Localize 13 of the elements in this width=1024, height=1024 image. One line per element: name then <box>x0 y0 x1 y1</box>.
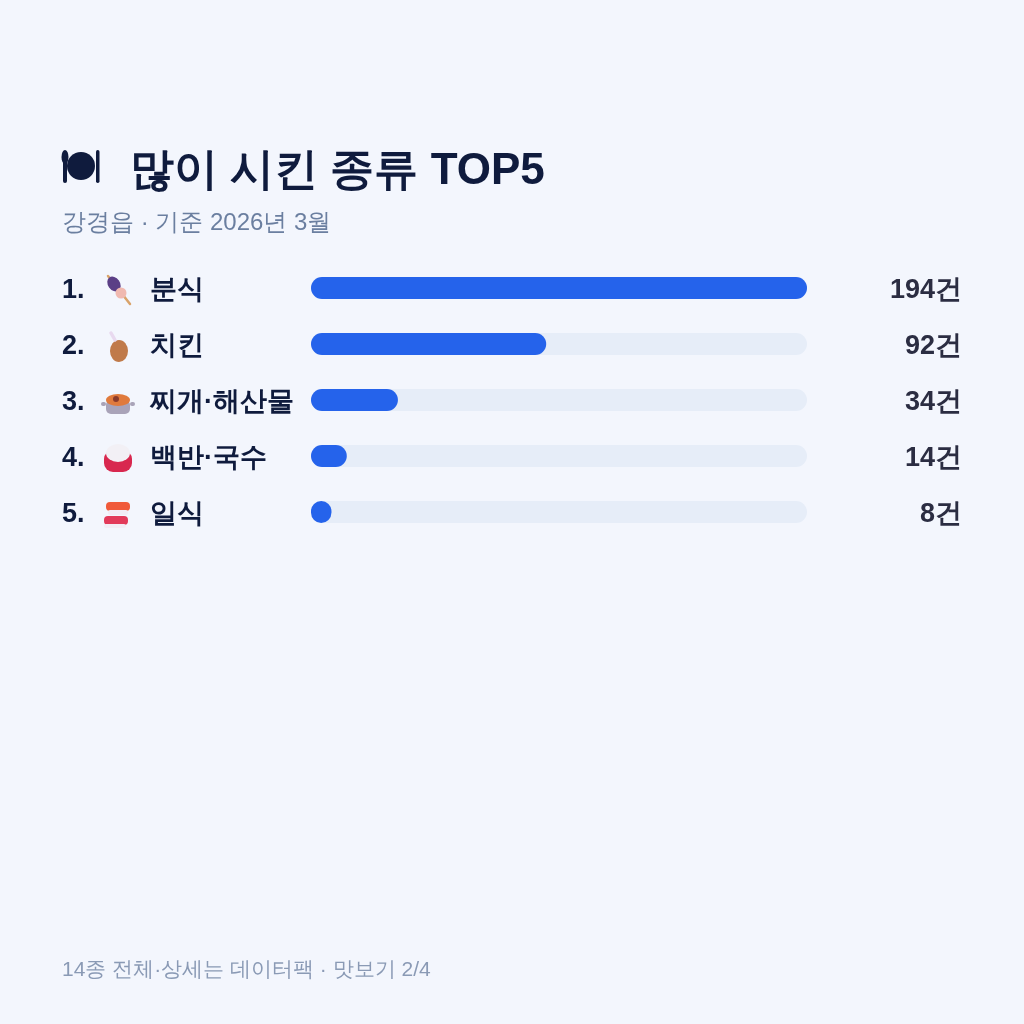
text: 14종 전체·상세는 데이터팩 · 맛보기 2/4 <box>62 957 432 980</box>
chart-subtitle: 강경읍 · 기준 2026년 3월 <box>62 208 332 235</box>
data-label: 8건 <box>919 498 962 528</box>
data-label: 34건 <box>904 386 962 416</box>
category-label: 1. 분식 <box>62 274 204 304</box>
data-label: 92건 <box>904 330 962 360</box>
data-label: 194건 <box>889 274 962 304</box>
category-label: 5. 일식 <box>62 498 204 528</box>
category-label: 2. 치킨 <box>62 330 204 360</box>
chart-title: 많이 시킨 종류 TOP5 <box>130 144 545 193</box>
data-label: 14건 <box>904 442 962 472</box>
category-label: 3. 찌개·해산물 <box>62 386 294 416</box>
category-label: 4. 백반·국수 <box>62 442 267 472</box>
